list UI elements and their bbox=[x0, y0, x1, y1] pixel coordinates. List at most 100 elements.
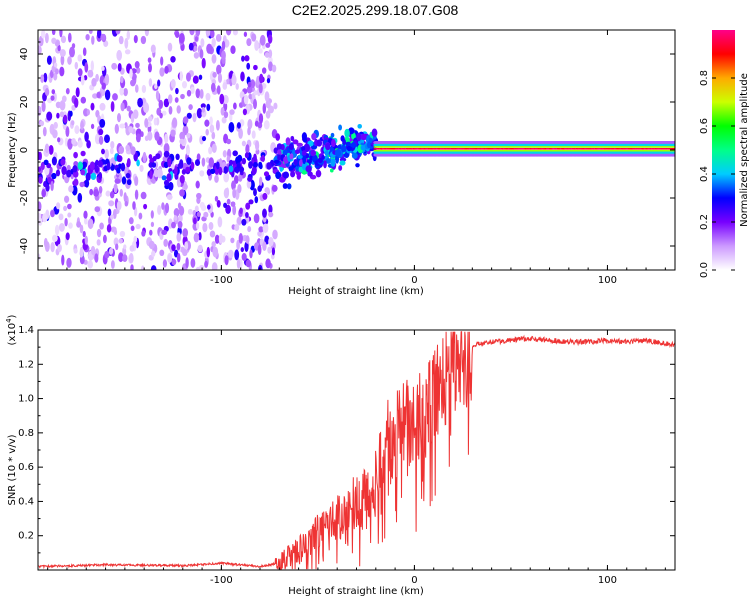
spectrogram-cell-noise bbox=[140, 191, 147, 200]
spectrogram-cell-noise bbox=[222, 150, 227, 158]
spectrogram-cell-noise-band bbox=[209, 168, 216, 175]
spectrogram-cell-noise bbox=[257, 244, 262, 256]
spectrogram-cell-noise-band bbox=[163, 150, 170, 158]
spectrogram-cell-noise bbox=[110, 101, 115, 112]
spectrogram-cell-noise-band bbox=[60, 158, 66, 166]
spectrogram-cell-noise bbox=[87, 260, 94, 269]
y-tick-label: 40 bbox=[19, 48, 30, 61]
spectrogram-cell-noise bbox=[188, 42, 194, 51]
spectrogram-cell-noise bbox=[38, 253, 41, 261]
spectrogram-cell-noise bbox=[105, 190, 111, 197]
spectrogram-cell-noise bbox=[123, 87, 128, 97]
spectrogram-cell-noise bbox=[42, 213, 48, 223]
spectrogram-cell-noise bbox=[163, 142, 170, 154]
x-tick-label: 0 bbox=[411, 575, 417, 586]
spectrogram-cell-noise bbox=[67, 56, 72, 65]
spectrogram-cell-noise bbox=[41, 101, 46, 113]
spectrogram-cell-noise bbox=[98, 185, 103, 194]
spectrogram-cell-noise bbox=[125, 144, 131, 152]
spectrogram-cell-noise-band bbox=[97, 160, 103, 168]
spectrogram-cell-noise bbox=[206, 103, 211, 112]
spectrogram-cell-noise bbox=[115, 243, 119, 251]
spectrogram-cell-onset bbox=[356, 132, 362, 142]
spectrogram-cell-noise bbox=[123, 244, 127, 250]
spectrogram-cell-noise bbox=[265, 100, 271, 109]
spectrogram-cell-noise bbox=[49, 166, 53, 174]
chart-title: C2E2.2025.299.18.07.G08 bbox=[291, 2, 459, 18]
spectrogram-cell-noise bbox=[225, 187, 230, 197]
spectrogram-cell-noise bbox=[128, 252, 134, 264]
spectrogram-cell-noise bbox=[258, 48, 263, 54]
spectrogram-cell-noise bbox=[203, 211, 209, 218]
y-scale-exponent: 4 bbox=[5, 318, 13, 323]
spectrogram-cell-noise bbox=[51, 30, 56, 36]
spectrogram-cell-noise bbox=[67, 32, 72, 43]
spectrogram-cell-noise bbox=[233, 102, 237, 110]
spectrogram-cell-noise bbox=[241, 55, 245, 62]
spectrogram-cell-noise bbox=[265, 42, 271, 48]
spectrogram-cell-noise bbox=[219, 93, 225, 105]
spectrogram-cell-noise bbox=[79, 224, 84, 234]
spectrogram-cell-noise bbox=[194, 36, 199, 42]
spectrogram-cell-noise bbox=[176, 105, 181, 114]
spectrogram-cell-noise bbox=[226, 138, 232, 145]
spectrogram-cell-noise bbox=[209, 230, 216, 238]
spectrogram-cell-noise bbox=[84, 217, 88, 225]
spectrogram-cell-noise bbox=[90, 245, 96, 255]
spectrogram-cell-noise bbox=[96, 228, 102, 238]
spectrogram-cell-noise bbox=[268, 204, 273, 215]
spectrogram-cell-noise bbox=[119, 123, 126, 129]
spectrogram-cell-noise bbox=[199, 89, 204, 99]
spectrogram-cell-noise-band bbox=[73, 178, 79, 186]
spectrogram-cell-noise bbox=[265, 110, 271, 119]
spectrogram-cell-noise bbox=[44, 32, 49, 44]
spectrogram-cell-noise-band bbox=[253, 153, 257, 162]
spectrogram-cell-noise-band bbox=[148, 154, 153, 160]
spectrogram-cell-noise bbox=[98, 135, 104, 145]
spectrogram-cell-noise bbox=[184, 241, 189, 251]
spectrogram-cell-noise bbox=[149, 229, 153, 236]
spectrogram-cell-noise bbox=[259, 176, 263, 187]
spectrogram-cell-onset bbox=[338, 124, 343, 131]
spectrogram-cell-noise bbox=[120, 102, 125, 112]
spectrogram-cell-noise bbox=[147, 116, 153, 122]
spectrogram-cell-noise bbox=[242, 108, 248, 116]
spectrogram-cell-noise bbox=[48, 144, 54, 155]
spectrogram-cell-noise bbox=[59, 100, 66, 111]
spectrogram-cell-noise bbox=[211, 143, 217, 154]
spectrogram-cell-noise bbox=[167, 254, 173, 263]
spectrogram-cell-noise bbox=[100, 33, 106, 41]
spectrogram-cell-noise bbox=[124, 49, 131, 55]
spectrogram-cell-noise bbox=[253, 213, 260, 224]
spectrogram-cell-noise bbox=[135, 84, 139, 93]
spectrogram-cell-noise bbox=[216, 85, 221, 95]
spectrogram-cell-onset bbox=[331, 138, 336, 148]
spectrogram-cell-noise bbox=[208, 221, 214, 231]
spectrogram-cell-noise bbox=[232, 30, 238, 36]
spectrogram-cell-onset bbox=[316, 139, 323, 147]
spectrogram-cell-noise bbox=[53, 121, 58, 129]
spectrogram-cell-onset bbox=[289, 153, 294, 160]
spectrogram-cell-noise bbox=[193, 45, 198, 52]
spectrogram-cell-noise bbox=[77, 140, 83, 148]
spectrogram-cell-noise bbox=[246, 38, 252, 47]
spectrogram-cell-carrier bbox=[672, 153, 675, 157]
spectrogram-cell-onset bbox=[290, 135, 295, 142]
spectrogram-cell-noise bbox=[93, 189, 100, 197]
spectrogram-cell-noise-band bbox=[80, 150, 86, 157]
spectrogram-cell-noise bbox=[179, 131, 186, 141]
spectrogram-cell-noise bbox=[170, 55, 176, 63]
spectrogram-cell-noise-band bbox=[257, 185, 263, 193]
spectrogram-cell-noise-band bbox=[179, 174, 185, 184]
spectrogram-cell-onset bbox=[277, 154, 281, 161]
spectrogram-cell-noise bbox=[253, 188, 257, 197]
spectrogram-cell-noise bbox=[254, 40, 259, 51]
y-axis-label: SNR (10 * v/v) bbox=[7, 434, 18, 505]
spectrogram-cell-noise-band bbox=[51, 172, 57, 180]
spectrogram-cell-noise bbox=[157, 204, 162, 216]
spectrogram-cell-noise bbox=[84, 235, 88, 245]
y-tick-label: 0.8 bbox=[18, 428, 34, 439]
spectrogram-cell-noise bbox=[64, 217, 68, 227]
spectrogram-cell-noise bbox=[221, 116, 227, 124]
spectrogram-cell-noise bbox=[210, 82, 216, 93]
